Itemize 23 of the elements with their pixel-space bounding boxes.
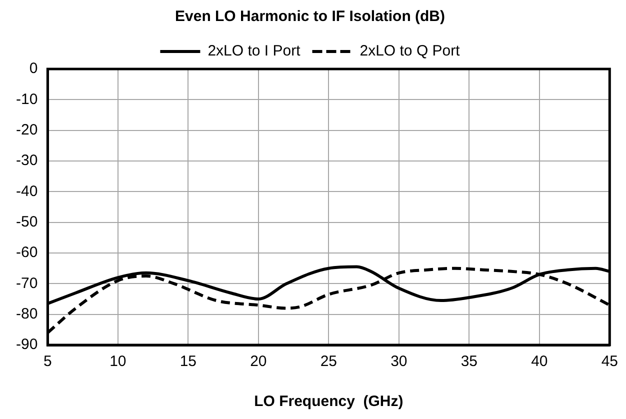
x-tick-label: 45 bbox=[601, 353, 618, 370]
x-tick-label: 30 bbox=[390, 353, 408, 370]
y-tick-label: -50 bbox=[16, 213, 38, 230]
x-axis-title: LO Frequency (GHz) bbox=[254, 393, 404, 410]
x-tick-label: 35 bbox=[460, 353, 478, 370]
y-tick-label: -20 bbox=[16, 121, 38, 138]
y-tick-label: -10 bbox=[16, 90, 38, 108]
x-tick-label: 40 bbox=[531, 353, 548, 370]
chart-title: Even LO Harmonic to IF Isolation (dB) bbox=[174, 8, 446, 26]
x-tick-label: 25 bbox=[320, 353, 338, 370]
y-tick-label: -90 bbox=[16, 336, 38, 354]
y-tick-label: -80 bbox=[16, 305, 38, 322]
x-tick-label: 5 bbox=[44, 353, 52, 370]
x-tick-label: 20 bbox=[250, 353, 267, 370]
y-tick-label: -60 bbox=[16, 244, 38, 262]
legend-label: 2xLO to Q Port bbox=[360, 42, 461, 60]
legend-label: 2xLO to I Port bbox=[208, 42, 302, 60]
y-tick-label: -30 bbox=[16, 152, 38, 170]
x-tick-label: 10 bbox=[110, 353, 126, 370]
y-tick-label: -70 bbox=[16, 274, 38, 292]
y-tick-label: 0 bbox=[29, 60, 38, 78]
x-tick-label: 15 bbox=[180, 353, 197, 370]
y-tick-label: -40 bbox=[16, 182, 38, 200]
